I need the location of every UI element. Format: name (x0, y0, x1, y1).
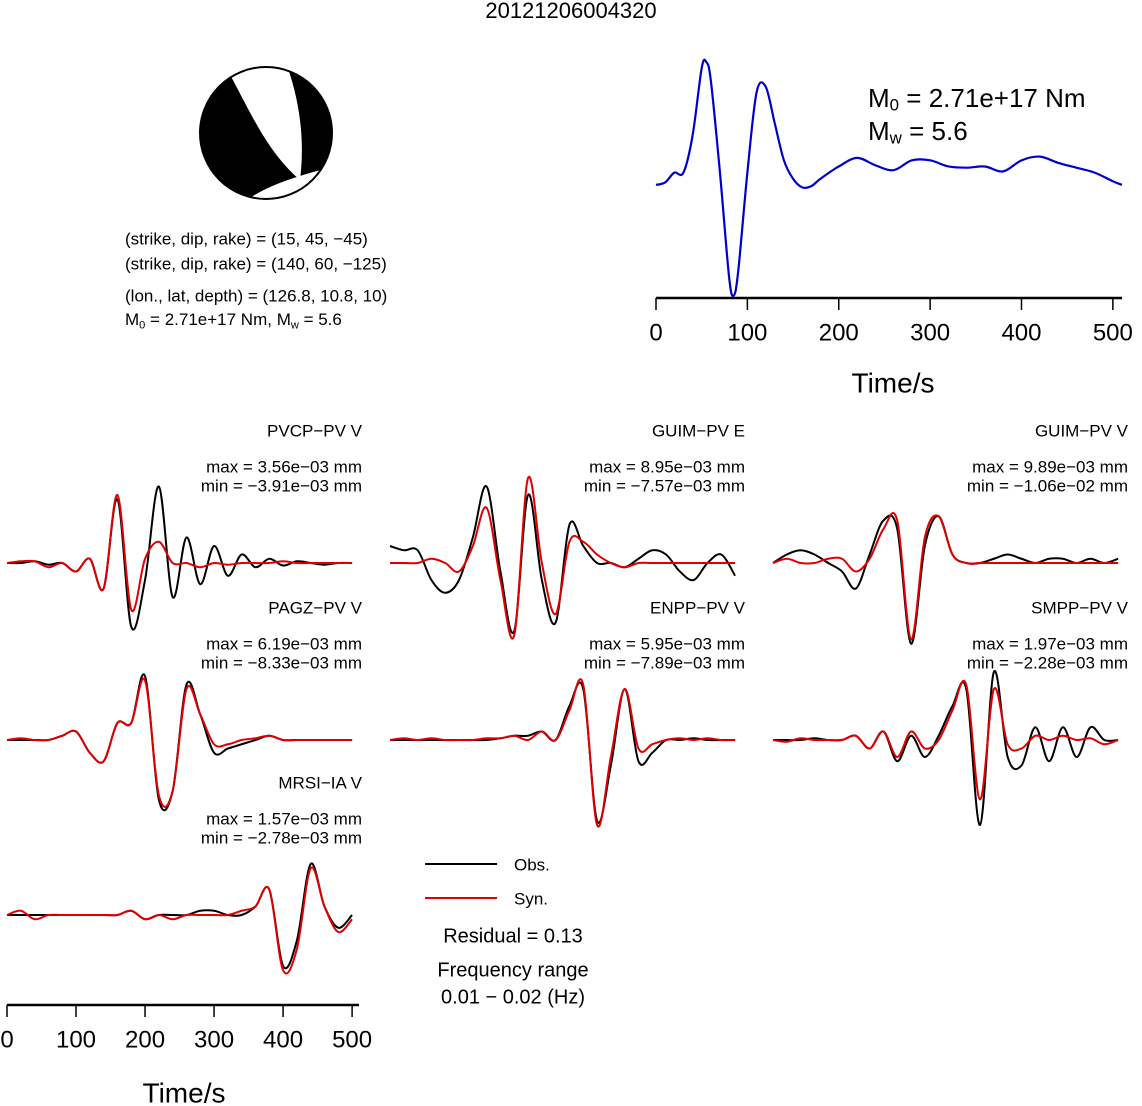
x-tick-label: 500 (1093, 319, 1133, 346)
waveform-syn (6, 677, 353, 808)
panel-max: max = 6.19e−03 mm (206, 634, 362, 653)
legend-label: Syn. (514, 889, 548, 908)
waveform-syn (772, 680, 1119, 801)
figure-title: 20121206004320 (485, 0, 656, 23)
panel-min: min = −3.91e−03 mm (201, 476, 362, 495)
panel-max: max = 9.89e−03 mm (972, 457, 1128, 476)
x-axis-label: Time/s (143, 1077, 226, 1106)
panel-min: min = −2.78e−03 mm (201, 828, 362, 847)
text-part: = 2.71e+17 Nm, M (145, 310, 291, 329)
panel-label: GUIM−PV V (1035, 421, 1129, 440)
waveform-obs (772, 670, 1119, 827)
x-tick-label: 200 (819, 319, 859, 346)
panel-label: PAGZ−PV V (268, 598, 362, 617)
subscript: 0 (890, 96, 899, 115)
panel-label: SMPP−PV V (1031, 598, 1129, 617)
panel-label: ENPP−PV V (650, 598, 746, 617)
panel-max: max = 5.95e−03 mm (589, 634, 745, 653)
panel-min: min = −8.33e−03 mm (201, 653, 362, 672)
plane-text: (strike, dip, rake) = (15, 45, −45) (125, 229, 368, 248)
text-part: = 2.71e+17 Nm (899, 83, 1085, 113)
x-tick-label: 400 (1001, 319, 1041, 346)
waveform-syn (6, 493, 353, 613)
waveform-syn (389, 475, 736, 640)
x-tick-label: 0 (649, 319, 662, 346)
panel-min: min = −7.89e−03 mm (584, 653, 745, 672)
subscript: 0 (139, 319, 145, 331)
x-axis-label: Time/s (852, 367, 935, 398)
legend-label: Obs. (514, 855, 550, 874)
panel-min: min = −7.57e−03 mm (584, 476, 745, 495)
waveform-obs (389, 681, 736, 824)
x-tick-label: 100 (56, 1026, 96, 1053)
annotation: Mw = 5.6 (868, 116, 968, 148)
plane-text: (strike, dip, rake) = (140, 60, −125) (125, 254, 387, 273)
text-part: = 5.6 (299, 310, 342, 329)
waveform-syn (6, 866, 353, 975)
panel-label: PVCP−PV V (267, 421, 363, 440)
waveform-syn (389, 678, 736, 828)
frequency-range: 0.01 − 0.02 (Hz) (441, 986, 585, 1008)
waveform-syn (772, 512, 1119, 641)
beachball (199, 66, 333, 200)
panel-label: GUIM−PV E (652, 421, 745, 440)
x-tick-label: 100 (727, 319, 767, 346)
text-part: M (868, 116, 890, 146)
x-tick-label: 300 (194, 1026, 234, 1053)
x-tick-label: 300 (910, 319, 950, 346)
frequency-range: Frequency range (437, 959, 588, 981)
panel-min: min = −2.28e−03 mm (967, 653, 1128, 672)
waveform-obs (389, 485, 736, 635)
moment-text: M0 = 2.71e+17 Nm, Mw = 5.6 (125, 310, 342, 331)
residual: Residual = 0.13 (443, 925, 583, 947)
x-tick-label: 200 (125, 1026, 165, 1053)
text-part: = 5.6 (902, 116, 968, 146)
x-tick-label: 400 (263, 1026, 303, 1053)
stf-line (655, 58, 1123, 298)
panel-max: max = 3.56e−03 mm (206, 457, 362, 476)
panel-max: max = 8.95e−03 mm (589, 457, 745, 476)
panel-max: max = 1.97e−03 mm (972, 634, 1128, 653)
text-part: M (125, 310, 139, 329)
panel-max: max = 1.57e−03 mm (206, 809, 362, 828)
location-text: (lon., lat, depth) = (126.8, 10.8, 10) (125, 286, 387, 305)
panel-label: MRSI−IA V (278, 773, 362, 792)
subscript: w (290, 319, 299, 331)
subscript: w (889, 129, 903, 148)
x-tick-label: 500 (332, 1026, 372, 1053)
annotation: M0 = 2.71e+17 Nm (868, 83, 1086, 115)
x-tick-label: 0 (0, 1026, 13, 1053)
panel-min: min = −1.06e−02 mm (967, 476, 1128, 495)
text-part: M (868, 83, 890, 113)
